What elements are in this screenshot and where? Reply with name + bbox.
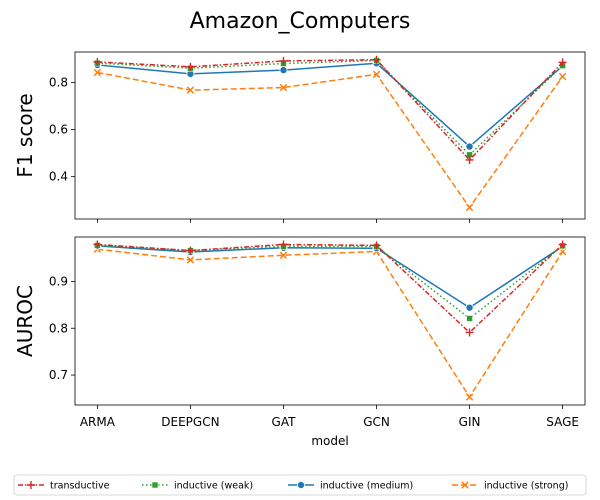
f1-point-0-0 xyxy=(93,57,102,66)
f1-point-3-2 xyxy=(279,83,288,92)
x-tick-label-2: GAT xyxy=(272,415,297,429)
auroc-point-3-2 xyxy=(279,251,288,259)
legend-label-0: transductive xyxy=(50,481,110,492)
x-tick-label-5: SAGE xyxy=(546,415,579,429)
f1-y-axis-label: F1 score xyxy=(13,93,37,177)
f1-series-line-3 xyxy=(97,71,564,209)
auroc-series-3 xyxy=(93,245,567,401)
f1-point-3-1 xyxy=(186,86,195,94)
f1-point-0-1 xyxy=(186,62,195,71)
x-tick-labels: ARMA DEEPGCN GAT GCN GIN SAGE xyxy=(80,415,579,429)
legend-label-2: inductive (medium) xyxy=(320,481,413,492)
f1-point-3-4 xyxy=(465,203,474,212)
auroc-y-axis-label: AUROC xyxy=(13,285,37,357)
auroc-point-1-4 xyxy=(466,315,473,322)
x-tick-label-3: GCN xyxy=(363,415,390,429)
auroc-panel: 0.7 0.8 0.9 AUROC xyxy=(13,236,586,409)
f1-point-3-0 xyxy=(93,68,102,77)
f1-series-line-1 xyxy=(97,59,564,156)
f1-series-line-2 xyxy=(97,62,564,148)
f1-y-tick-label-0: 0.4 xyxy=(49,170,68,184)
legend-marker-1 xyxy=(151,481,159,489)
f1-point-3-3 xyxy=(372,70,381,79)
auroc-point-0-5 xyxy=(558,240,567,249)
f1-point-2-2 xyxy=(279,66,288,75)
auroc-point-3-4 xyxy=(465,393,474,401)
legend-marker-3 xyxy=(461,481,469,489)
auroc-point-0-1 xyxy=(186,246,195,255)
auroc-y-tick-label-1: 0.8 xyxy=(49,321,68,335)
x-axis-label: model xyxy=(311,434,348,448)
f1-point-3-5 xyxy=(558,72,567,81)
auroc-point-0-4 xyxy=(465,328,474,337)
x-tick-label-4: GIN xyxy=(459,415,481,429)
f1-series-0 xyxy=(93,55,567,164)
x-tick-label-0: ARMA xyxy=(80,415,116,429)
chart-title: Amazon_Computers xyxy=(190,9,411,34)
f1-y-tick-label-1: 0.6 xyxy=(49,123,68,137)
f1-series-1 xyxy=(94,57,566,159)
f1-panel: 0.4 0.6 0.8 F1 score xyxy=(13,51,586,223)
legend-label-1: inductive (weak) xyxy=(174,481,253,492)
legend-entry-2: inductive (medium) xyxy=(288,481,413,492)
legend-marker-0 xyxy=(27,481,35,489)
f1-axes-frame xyxy=(74,51,586,220)
f1-point-0-2 xyxy=(279,56,288,65)
auroc-series-1 xyxy=(94,242,566,322)
f1-series-2 xyxy=(93,59,567,151)
f1-series-line-0 xyxy=(97,59,564,162)
auroc-point-0-2 xyxy=(279,240,288,249)
auroc-series-line-3 xyxy=(97,248,564,399)
f1-y-tick-label-2: 0.8 xyxy=(49,76,68,90)
auroc-y-tick-label-0: 0.7 xyxy=(49,368,68,382)
auroc-series-0 xyxy=(93,240,567,337)
auroc-series-line-2 xyxy=(97,245,564,309)
auroc-series-line-1 xyxy=(97,244,564,320)
legend-entry-3: inductive (strong) xyxy=(452,481,568,492)
auroc-point-0-3 xyxy=(372,241,381,250)
auroc-point-3-1 xyxy=(186,256,195,264)
auroc-axes-frame xyxy=(74,236,586,406)
legend: transductive inductive (weak) inductive (m… xyxy=(13,474,587,496)
legend-entry-1: inductive (weak) xyxy=(142,481,253,492)
legend-marker-2 xyxy=(296,480,305,489)
auroc-point-0-0 xyxy=(93,240,102,249)
auroc-series-2 xyxy=(93,241,567,312)
f1-point-0-4 xyxy=(465,155,474,164)
legend-label-3: inductive (strong) xyxy=(484,481,568,492)
legend-entry-0: transductive xyxy=(18,481,110,492)
auroc-y-tick-label-2: 0.9 xyxy=(49,274,68,288)
x-tick-label-1: DEEPGCN xyxy=(161,415,219,429)
f1-point-0-5 xyxy=(558,58,567,67)
f1-point-2-4 xyxy=(465,142,474,151)
f1-point-0-3 xyxy=(372,55,381,64)
auroc-point-2-4 xyxy=(465,303,474,312)
f1-series-3 xyxy=(93,68,567,212)
auroc-series-line-0 xyxy=(97,243,564,334)
